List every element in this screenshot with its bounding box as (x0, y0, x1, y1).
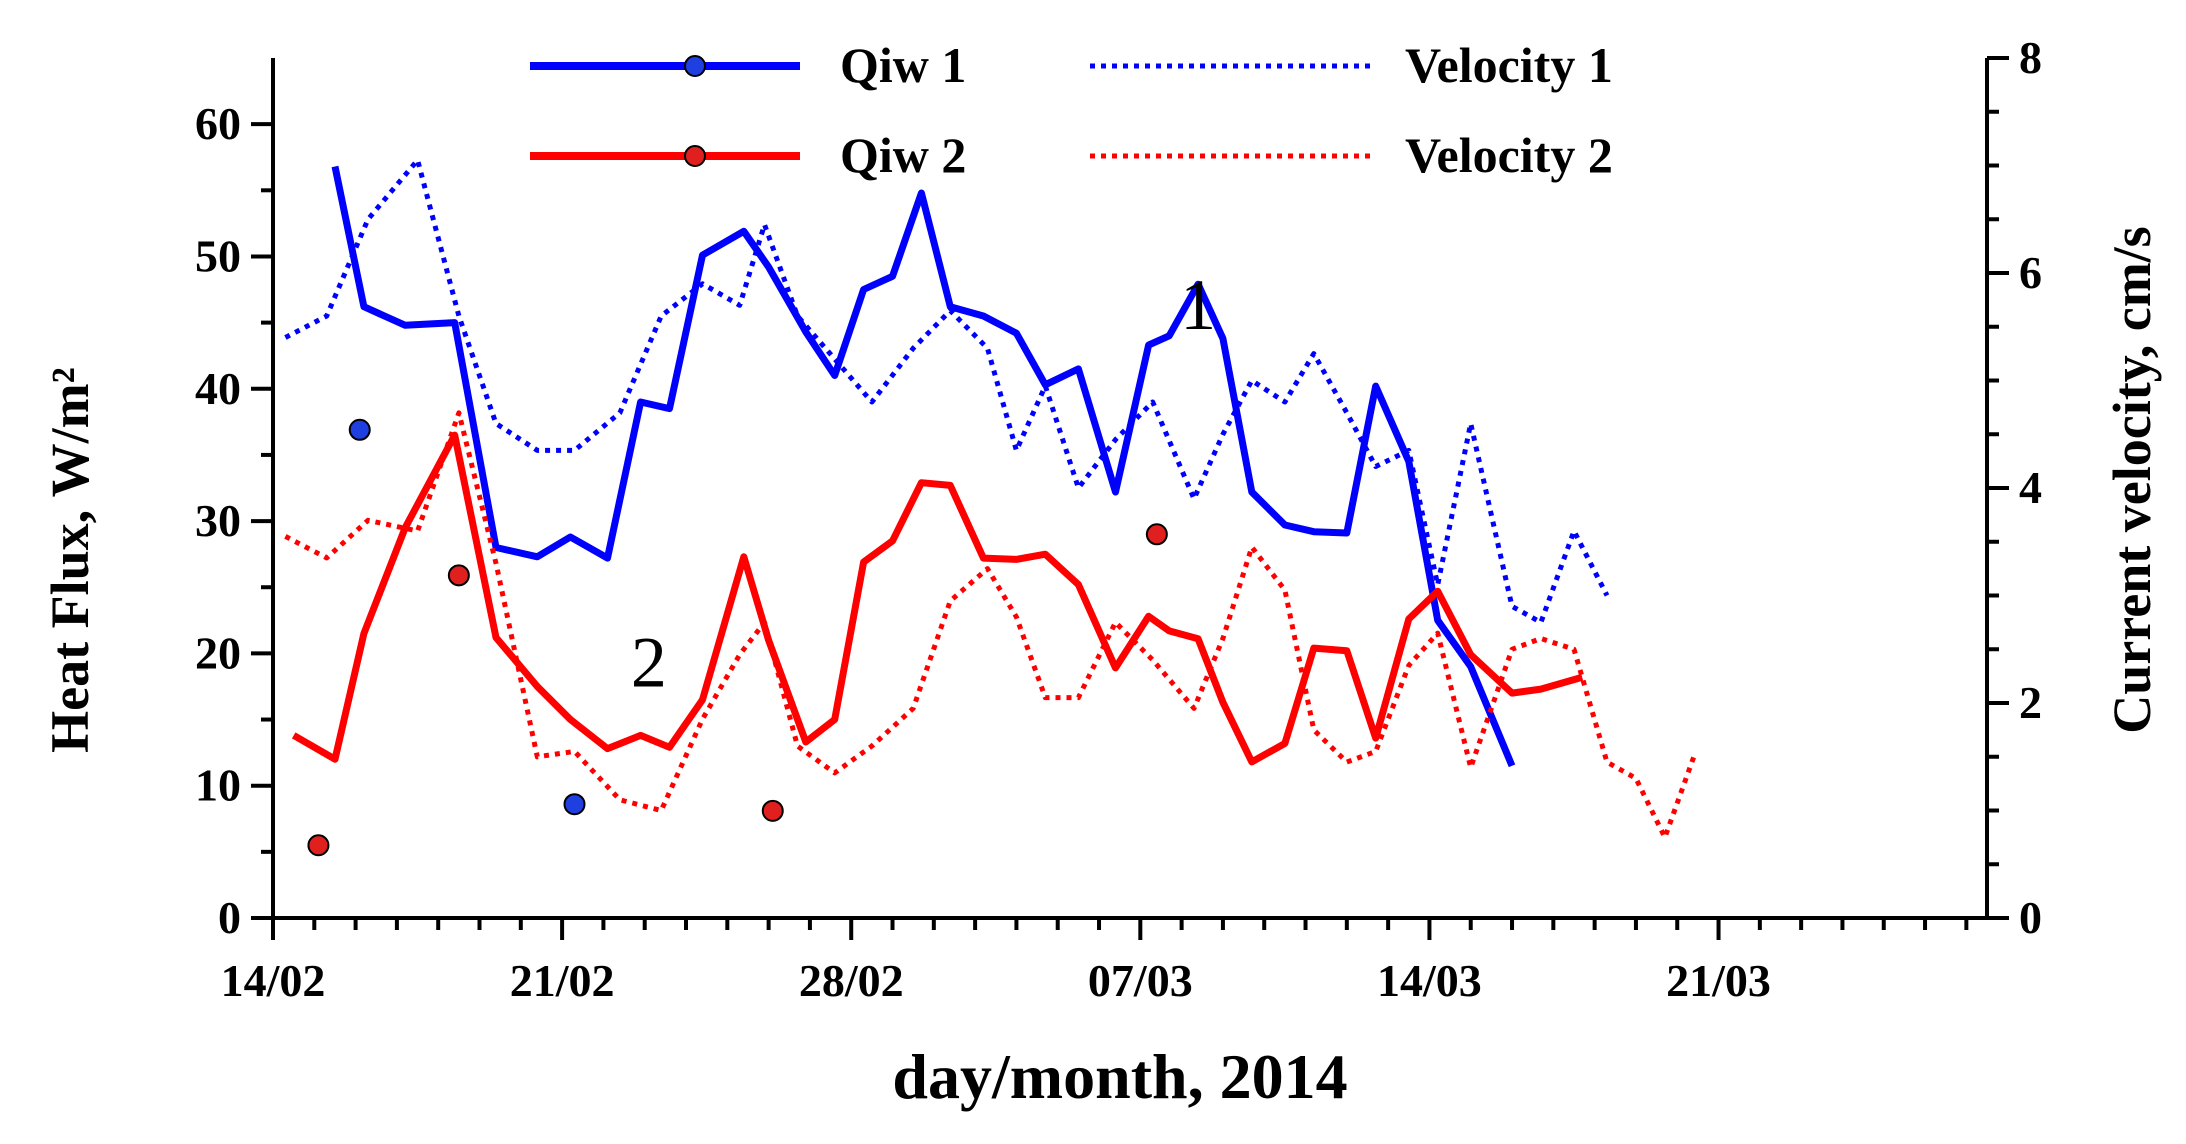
series-line-qiw-2 (291, 431, 1584, 766)
legend-marker (684, 145, 706, 167)
y-right-tick-label: 8 (2019, 32, 2042, 83)
data-point-qiw-2 (307, 834, 330, 857)
data-point-qiw-1 (348, 418, 371, 441)
curve-annotation: 1 (1180, 265, 1216, 345)
legend-label: Velocity 1 (1405, 37, 1613, 93)
y-right-tick-label: 6 (2019, 247, 2042, 298)
x-tick-label: 14/03 (1377, 955, 1482, 1006)
y-right-tick-label: 4 (2019, 462, 2042, 513)
legend-label: Qiw 1 (840, 37, 966, 93)
series-line-velocity-1 (284, 157, 1610, 625)
y-right-tick-label: 0 (2019, 892, 2042, 943)
y-left-tick-label: 50 (195, 230, 241, 281)
y-axis-right-title: Current velocity, cm/s (2102, 226, 2162, 733)
x-tick-label: 28/02 (799, 955, 904, 1006)
series-line-qiw-1 (331, 165, 1516, 768)
series-group (284, 157, 1697, 840)
x-axis-title: day/month, 2014 (892, 1041, 1347, 1112)
y-left-tick-label: 20 (195, 627, 241, 678)
x-tick-label: 21/03 (1666, 955, 1771, 1006)
legend-label: Velocity 2 (1405, 127, 1613, 183)
y-left-tick-label: 40 (195, 363, 241, 414)
y-axis-left-title: Heat Flux, W/m² (40, 367, 100, 753)
curve-annotation: 2 (631, 622, 667, 702)
data-point-qiw-2 (447, 564, 470, 587)
series-line-velocity-2 (284, 410, 1697, 840)
y-left-tick-label: 60 (195, 98, 241, 149)
legend-label: Qiw 2 (840, 127, 966, 183)
y-left-tick-label: 0 (218, 892, 241, 943)
x-tick-label: 07/03 (1088, 955, 1193, 1006)
legend-marker (684, 55, 706, 77)
data-point-qiw-2 (761, 799, 784, 822)
x-tick-label: 14/02 (221, 955, 326, 1006)
data-point-qiw-2 (1145, 523, 1168, 546)
y-right-tick-label: 2 (2019, 677, 2042, 728)
annotations-group: 12 (631, 265, 1216, 702)
axes-group: 0 10 20 30 40 50 60 0 2 4 6 8 14/02 21/02 28/02 07/03 14… (195, 32, 2042, 1006)
x-tick-label: 21/02 (510, 955, 615, 1006)
legend: Qiw 1 Velocity 1 Qiw 2 Velocity 2 (530, 37, 1613, 183)
points-group (307, 418, 1168, 857)
y-left-tick-label: 10 (195, 760, 241, 811)
data-point-qiw-1 (563, 793, 586, 816)
y-left-tick-label: 30 (195, 495, 241, 546)
